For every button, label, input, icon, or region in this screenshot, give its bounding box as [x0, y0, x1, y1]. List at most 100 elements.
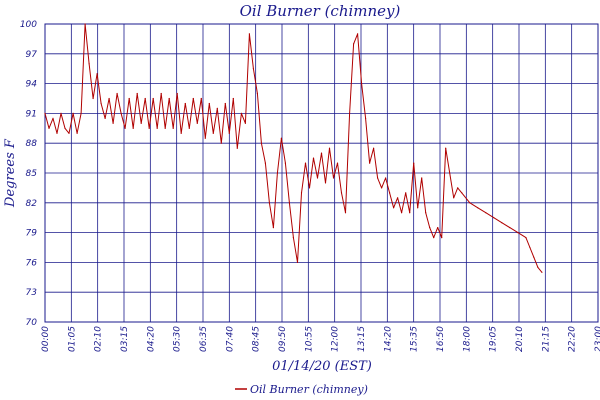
data-point — [144, 97, 146, 100]
data-point — [84, 23, 86, 25]
data-point — [397, 197, 399, 199]
data-point — [409, 212, 411, 214]
data-point — [88, 63, 90, 65]
data-point — [320, 152, 323, 154]
data-point — [296, 261, 299, 263]
x-tick-label: 01:05 — [67, 326, 77, 352]
data-point — [361, 83, 363, 85]
x-tick-label: 18:00 — [462, 326, 472, 352]
data-point — [56, 132, 58, 134]
data-point — [485, 212, 487, 214]
data-point — [72, 112, 74, 114]
data-point — [252, 68, 254, 70]
x-tick-label: 14:20 — [383, 326, 393, 352]
data-point — [204, 137, 206, 139]
data-point — [300, 192, 303, 194]
data-point — [340, 192, 343, 194]
data-point — [148, 127, 150, 129]
data-point — [132, 127, 134, 129]
data-point — [529, 246, 531, 249]
data-point — [429, 227, 431, 229]
x-tick-label: 07:40 — [225, 326, 235, 352]
legend-label: Oil Burner (chimney) — [250, 383, 368, 396]
data-point — [140, 122, 142, 124]
y-tick-label: 97 — [26, 50, 38, 60]
y-tick-label: 73 — [26, 288, 38, 298]
data-point — [264, 162, 266, 164]
legend: Oil Burner (chimney) — [235, 383, 368, 396]
x-tick-label: 08:45 — [252, 326, 262, 352]
data-point — [44, 112, 46, 114]
data-point — [248, 33, 250, 35]
x-tick-label: 00:00 — [41, 326, 51, 352]
data-point — [268, 202, 270, 204]
data-point — [493, 217, 495, 219]
y-axis-ticks: 100 97 94 91 88 85 82 79 76 73 70 — [20, 20, 37, 328]
data-point — [96, 73, 98, 75]
data-point — [517, 232, 519, 234]
x-axis-label: 01/14/20 (EST) — [272, 359, 372, 374]
data-point — [244, 122, 246, 124]
x-tick-label: 19:05 — [489, 326, 499, 352]
chart-title: Oil Burner (chimney) — [240, 2, 401, 20]
x-tick-label: 10:55 — [304, 326, 314, 352]
data-point — [280, 137, 282, 139]
x-tick-label: 23:00 — [594, 326, 600, 352]
data-point — [373, 147, 375, 149]
data-point — [100, 102, 102, 105]
data-point — [224, 102, 226, 105]
data-point — [232, 97, 234, 100]
data-point — [124, 127, 126, 129]
data-point — [136, 92, 138, 95]
data-point — [236, 147, 238, 149]
data-point — [304, 162, 307, 164]
data-point — [417, 207, 419, 209]
data-point — [228, 132, 230, 134]
data-point — [152, 97, 154, 100]
data-point — [369, 162, 371, 164]
data-point — [120, 112, 122, 114]
data-point — [324, 182, 327, 184]
data-point — [449, 172, 451, 174]
data-point — [501, 222, 503, 224]
data-point — [188, 127, 190, 129]
x-tick-label: 09:50 — [278, 326, 288, 352]
plot-border — [44, 23, 599, 323]
data-point — [457, 187, 459, 189]
data-point — [260, 142, 262, 144]
data-point — [196, 122, 198, 124]
data-point — [525, 237, 527, 239]
x-tick-label: 06:35 — [199, 326, 209, 352]
data-point — [453, 197, 455, 199]
data-point — [212, 132, 214, 134]
data-point — [164, 127, 166, 129]
data-point — [64, 127, 66, 129]
data-point — [541, 271, 543, 273]
data-point — [312, 157, 315, 159]
data-point — [172, 127, 174, 129]
data-point — [441, 237, 443, 239]
data-point — [349, 112, 351, 114]
data-point — [240, 112, 242, 114]
data-point — [401, 212, 403, 214]
data-point — [68, 132, 70, 134]
x-tick-label: 02:10 — [94, 326, 104, 352]
data-point — [48, 127, 50, 129]
data-point — [92, 97, 94, 100]
data-point — [180, 132, 182, 134]
data-point — [537, 266, 539, 268]
data-point — [328, 147, 331, 149]
data-point — [128, 97, 130, 100]
data-point — [184, 102, 186, 105]
data-point — [168, 97, 170, 100]
x-tick-label: 03:15 — [120, 326, 130, 352]
data-point — [112, 122, 114, 124]
data-point — [272, 227, 274, 229]
x-tick-label: 04:20 — [146, 326, 156, 352]
data-point — [192, 97, 194, 100]
x-tick-label: 22:20 — [568, 326, 578, 352]
data-point — [385, 177, 387, 179]
data-point — [76, 132, 78, 134]
y-tick-label: 85 — [26, 169, 38, 179]
